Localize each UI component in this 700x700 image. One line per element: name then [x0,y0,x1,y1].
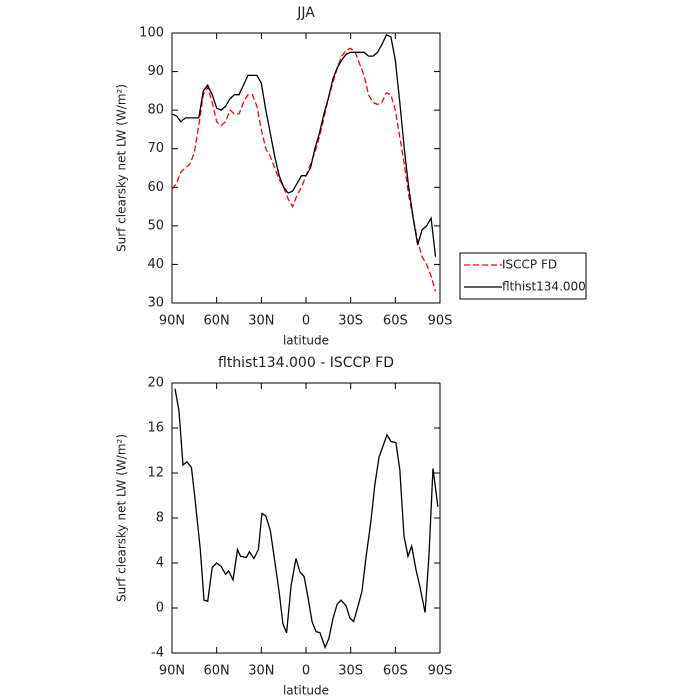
chart-title: flthist134.000 - ISCCP FD [218,355,394,371]
y-tick-label: 12 [147,466,164,481]
plot-frame [171,382,441,654]
x-axis-label: latitude [283,334,329,348]
y-tick-label: 16 [147,421,164,436]
series-line [171,47,437,292]
x-tick-label: 0 [302,314,310,329]
y-axis-label: Surf clearsky net LW (W/m²) [115,84,129,252]
y-axis-label: Surf clearsky net LW (W/m²) [115,434,129,602]
y-tick-label: 70 [147,141,164,156]
x-tick-label: 90N [159,664,185,679]
x-tick-label: 30N [248,314,274,329]
y-tick-label: 60 [147,180,164,195]
y-tick-label: 0 [156,601,164,616]
y-tick-label: -4 [151,646,164,661]
y-tick-label: 50 [147,218,164,233]
x-tick-label: 90S [428,664,453,679]
y-tick-label: 40 [147,257,164,272]
x-axis-label: latitude [283,684,329,698]
y-tick-label: 8 [156,511,164,526]
x-tick-label: 90N [159,314,185,329]
series-line [171,34,437,257]
x-tick-label: 60N [204,664,230,679]
x-tick-label: 60N [204,314,230,329]
y-tick-label: 80 [147,103,164,118]
legend-label: ISCCP FD [502,258,557,272]
series-line [174,388,439,650]
x-tick-label: 90S [428,314,453,329]
chart-title: JJA [296,5,315,21]
x-tick-label: 30S [338,314,363,329]
legend-box [459,252,587,300]
y-tick-label: 30 [147,296,164,311]
y-tick-label: 4 [156,556,164,571]
x-tick-label: 30N [248,664,274,679]
plot-frame [171,32,441,304]
x-tick-label: 60S [383,664,408,679]
x-tick-label: 30S [338,664,363,679]
legend-label: flthist134.000 [502,280,586,294]
x-tick-label: 0 [302,664,310,679]
y-tick-label: 100 [139,26,164,41]
x-tick-label: 60S [383,314,408,329]
y-tick-label: 90 [147,64,164,79]
y-tick-label: 20 [147,376,164,391]
